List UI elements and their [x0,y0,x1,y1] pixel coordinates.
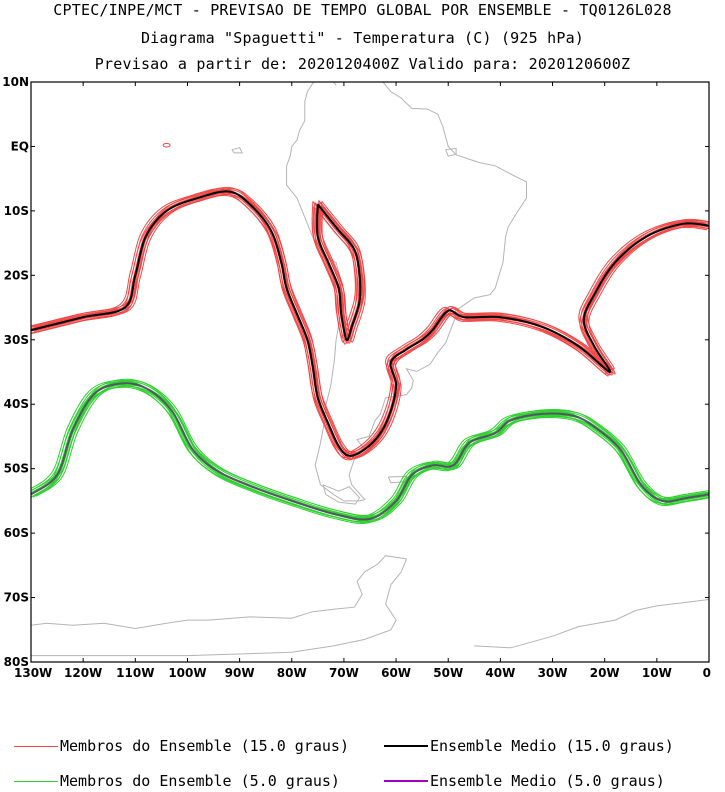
legend-mean-5: Ensemble Medio (5.0 graus) [384,771,665,791]
legend-label-members-15: Membros do Ensemble (15.0 graus) [60,737,349,755]
lon-tick-label: 40W [485,666,515,680]
header-title-model: CPTEC/INPE/MCT - PREVISAO DE TEMPO GLOBA… [53,1,672,19]
member-15-line [31,186,709,453]
legend-members-5: Membros do Ensemble (5.0 graus) [14,771,340,791]
member-15-line [316,207,361,344]
lon-tick-label: 100W [168,666,206,680]
member-15-line [31,187,705,454]
member-15-line [31,188,707,455]
lon-tick-label: 60W [381,666,411,680]
lon-tick-label: 80W [277,666,307,680]
legend-mean-15: Ensemble Medio (15.0 graus) [384,736,674,756]
member-15-line [32,193,709,460]
legend-label-members-5: Membros do Ensemble (5.0 graus) [60,772,340,790]
header-title-field: Diagrama "Spaguetti" - Temperatura (C) (… [140,29,585,47]
legend-label-mean-5: Ensemble Medio (5.0 graus) [430,772,665,790]
map-frame [30,81,710,663]
lon-tick-label: 50W [433,666,463,680]
mean-15-line [316,203,362,342]
coastline-1 [322,484,361,505]
coastline-5 [31,555,407,630]
lon-tick-label: 20W [590,666,620,680]
lat-tick-label: 20S [4,268,29,282]
member-15-blob [162,142,171,148]
coastline-4 [445,147,457,157]
lat-tick-label: 70S [4,591,29,605]
member-5-line [33,383,709,521]
legend-line-green [14,780,58,782]
member-15-line [321,206,366,343]
member-15-line [33,191,709,458]
member-15-line [31,193,709,460]
lon-tick-label: 30W [538,666,568,680]
ensemble-mean-5-layer [31,382,709,521]
member-15-line [31,189,709,456]
lat-tick-label: 10S [4,204,29,218]
lat-tick-label: 80S [4,655,29,669]
member-15-line [34,187,709,454]
ensemble-mean-15-layer [31,190,709,457]
lat-tick-label: EQ [11,139,29,153]
member-5-line [31,380,707,518]
coastline-7 [474,599,709,649]
member-15-line [31,192,706,459]
lon-tick-label: 120W [64,666,102,680]
legend-line-purple [384,780,428,782]
member-15-line [318,202,363,339]
mean-15-line [31,190,709,457]
coastline-6 [291,558,407,653]
member-5-line [31,386,708,524]
coastline-8 [31,651,292,657]
member-15-line [35,192,709,459]
lon-tick-label: 10W [642,666,672,680]
member-15-line [32,188,709,455]
lon-tick-label: 130W [14,666,52,680]
member-5-line [35,384,709,522]
coastline-3 [231,147,244,154]
lon-tick-label: 110W [116,666,154,680]
lon-tick-label: 70W [329,666,359,680]
lat-tick-label: 10N [2,75,29,89]
lon-tick-label: 0 [703,666,711,680]
lon-tick-label: 90W [225,666,255,680]
header-title-dates: Previsao a partir de: 2020120400Z Valido… [94,55,631,73]
mean-5-line [31,382,709,521]
lat-tick-label: 60S [4,526,29,540]
lat-tick-label: 40S [4,397,29,411]
member-15-line [31,194,708,461]
legend-label-mean-15: Ensemble Medio (15.0 graus) [430,737,674,755]
member-5-line [31,385,709,523]
lat-tick-label: 50S [4,462,29,476]
legend-line-black [384,745,428,747]
legend-line-red [14,745,58,747]
lat-tick-label: 30S [4,333,29,347]
member-5-line [32,385,709,523]
legend-members-15: Membros do Ensemble (15.0 graus) [14,736,349,756]
